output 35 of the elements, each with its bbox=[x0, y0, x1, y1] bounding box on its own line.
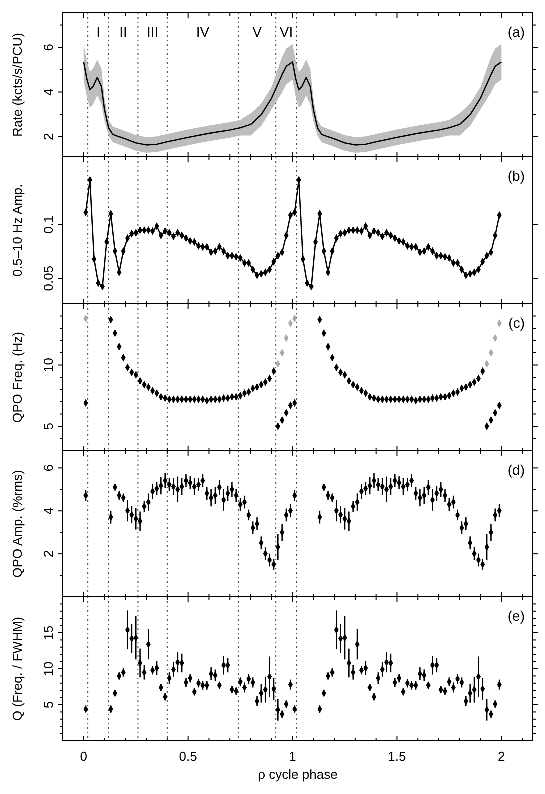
y-tick-label: 6 bbox=[41, 464, 56, 472]
y-axis-title: QPO Amp. (%rms) bbox=[10, 470, 25, 578]
y-tick-label: 5 bbox=[41, 422, 56, 430]
annotation: VI bbox=[280, 24, 294, 40]
x-tick-label: 1 bbox=[289, 749, 296, 764]
x-tick-label: 0.5 bbox=[179, 749, 198, 764]
annotation: II bbox=[120, 24, 128, 40]
x-tick-label: 1.5 bbox=[388, 749, 406, 764]
y-tick-label: 10 bbox=[41, 662, 56, 676]
x-tick-label: 2 bbox=[498, 749, 506, 764]
x-axis-title: ρ cycle phase bbox=[258, 767, 338, 782]
y-tick-label: 4 bbox=[41, 508, 56, 515]
x-tick-label: 0 bbox=[80, 749, 88, 764]
annotation: I bbox=[96, 24, 100, 40]
y-tick-label: 5 bbox=[41, 701, 56, 709]
y-tick-label: 4 bbox=[41, 88, 56, 96]
annotation: III bbox=[146, 24, 159, 40]
y-tick-label: 2 bbox=[41, 550, 56, 558]
y-axis-title: Q (Freq. / FWHM) bbox=[10, 617, 25, 721]
y-tick-label: 6 bbox=[41, 44, 56, 52]
annotation: (e) bbox=[508, 608, 525, 624]
annotation: IV bbox=[196, 24, 210, 40]
annotation: (c) bbox=[508, 315, 525, 331]
annotation: (b) bbox=[508, 168, 525, 184]
y-tick-label: 10 bbox=[41, 358, 56, 372]
annotation: (d) bbox=[508, 462, 525, 478]
y-axis-title: Rate (kcts/s/PCU) bbox=[10, 32, 25, 138]
annotation: (a) bbox=[508, 24, 525, 40]
annotation: V bbox=[252, 24, 263, 40]
y-tick-label: 15 bbox=[41, 626, 56, 640]
y-tick-label: 2 bbox=[41, 133, 56, 141]
y-tick-label: 0.05 bbox=[41, 266, 56, 292]
y-tick-label: 0.1 bbox=[41, 216, 56, 234]
y-axis-title: QPO Freq. (Hz) bbox=[10, 332, 25, 424]
y-axis-title: 0.5–10 Hz Amp. bbox=[10, 184, 25, 277]
